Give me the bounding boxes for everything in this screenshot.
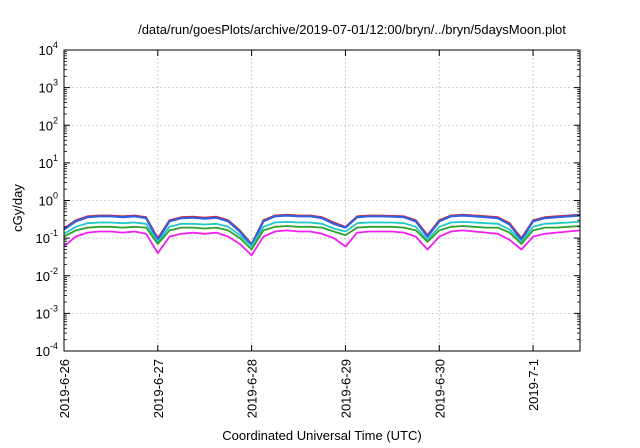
chart-title: /data/run/goesPlots/archive/2019-07-01/1… — [138, 22, 566, 37]
y-tick-label: 102 — [39, 115, 58, 133]
grid-layer — [64, 50, 580, 351]
y-tick-label: 104 — [39, 40, 58, 58]
x-tick-label: 2019-6-26 — [57, 359, 72, 418]
x-tick-label: 2019-6-29 — [338, 359, 353, 418]
x-tick-label: 2019-6-30 — [432, 359, 447, 418]
y-tick-label: 10-3 — [36, 303, 58, 321]
y-tick-label: 10-1 — [36, 228, 58, 246]
series-line-2 — [63, 214, 581, 247]
series-line-5 — [63, 229, 581, 257]
x-axis-label: Coordinated Universal Time (UTC) — [222, 428, 421, 443]
y-axis-label: cGy/day — [10, 184, 25, 232]
y-tick-label: 101 — [39, 153, 58, 171]
x-axis: 2019-6-26 2019-6-27 2019-6-28 2019-6-29 2019… — [57, 50, 541, 418]
y-tick-label: 10-4 — [36, 341, 58, 359]
x-tick-label: 2019-6-28 — [245, 359, 260, 418]
x-tick-label: 2019-7-1 — [526, 359, 541, 411]
series-layer — [63, 213, 581, 257]
y-tick-label: 10-2 — [36, 266, 58, 284]
series-line-3 — [63, 220, 581, 248]
y-tick-label: 103 — [39, 78, 58, 96]
y-tick-label: 100 — [39, 191, 58, 209]
x-tick-label: 2019-6-27 — [151, 359, 166, 418]
series-line-4 — [63, 225, 581, 251]
